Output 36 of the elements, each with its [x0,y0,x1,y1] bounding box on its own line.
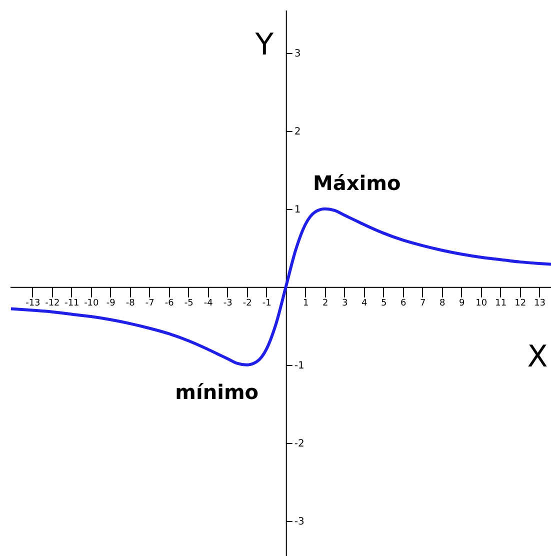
x-tick-label: 8 [439,298,446,308]
y-tick-label: 1 [294,204,301,216]
x-tick-label: -12 [45,298,60,308]
x-tick-label: 2 [322,298,328,308]
x-tick-label: 3 [342,298,348,308]
x-tick-label: -8 [126,298,136,308]
y-tick-label: -1 [294,360,304,372]
annotation: mínimo [175,380,259,404]
line-series [10,207,551,366]
y-tick-label: 3 [294,48,301,60]
x-tick-label: 7 [420,298,426,308]
x-tick-label: -10 [84,298,100,308]
x-tick-label: 12 [514,298,526,308]
x-tick-label: 13 [534,298,546,308]
x-tick-label: -11 [64,298,80,308]
x-axis-title: X [527,339,548,374]
x-tick-label: -2 [242,298,252,308]
x-tick-label: 5 [380,298,387,308]
x-tick-label: 9 [458,298,465,308]
x-tick-label: 4 [361,298,368,308]
x-tick-label: -6 [164,298,174,308]
y-tick-label: -3 [294,516,304,528]
x-tick-label: -13 [26,298,40,308]
x-tick-label: -7 [145,298,154,308]
annotation: Máximo [312,170,401,195]
x-tick-label: 10 [476,298,488,308]
x-tick-label: -9 [106,298,116,308]
y-tick-label: 2 [294,126,301,138]
y-axis-title: Y [254,28,274,62]
x-tick-label: -3 [223,298,232,308]
y-tick-label: -2 [294,438,304,450]
x-tick-label: -4 [204,298,214,308]
x-tick-label: 11 [495,298,507,308]
x-tick-label: 6 [400,298,406,308]
x-tick-label: -5 [184,298,194,308]
x-tick-label: -1 [262,298,272,308]
